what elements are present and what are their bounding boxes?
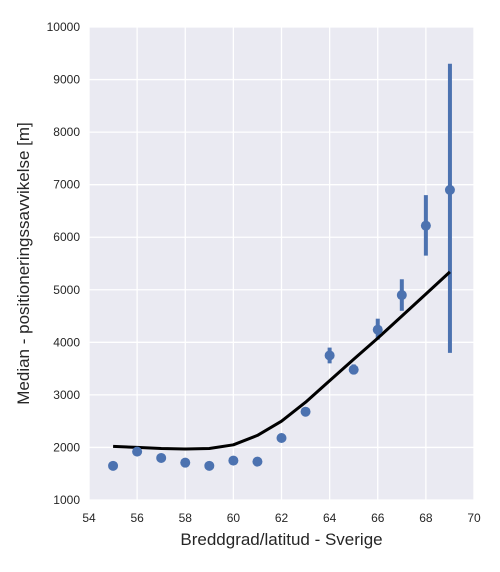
y-tick-label: 6000 — [53, 230, 80, 244]
x-tick-label: 64 — [323, 511, 337, 525]
data-point — [252, 456, 263, 467]
y-tick-label: 2000 — [53, 440, 80, 454]
fit-line — [113, 270, 451, 451]
y-tick-label: 9000 — [53, 73, 80, 87]
data-point — [300, 406, 311, 417]
data-point — [204, 460, 215, 471]
y-tick-label: 3000 — [53, 388, 80, 402]
tick-labels: 54 56 58 60 62 64 66 68 70 1000 2000 3000 4000 5000 60… — [47, 20, 481, 525]
y-tick-label: 4000 — [53, 335, 80, 349]
x-tick-label: 56 — [130, 511, 144, 525]
data-point — [276, 432, 287, 443]
x-axis-label: Breddgrad/latitud - Sverige — [180, 530, 382, 549]
x-tick-label: 62 — [275, 511, 289, 525]
data-point — [156, 452, 167, 463]
data-point — [372, 324, 383, 335]
x-tick-label: 58 — [179, 511, 193, 525]
y-tick-label: 1000 — [53, 493, 80, 507]
data-marks — [108, 63, 455, 471]
data-point — [180, 457, 191, 468]
y-tick-label: 8000 — [53, 125, 80, 139]
data-point — [420, 220, 431, 231]
data-point — [444, 184, 455, 195]
data-point — [132, 446, 143, 457]
y-tick-label: 5000 — [53, 283, 80, 297]
x-tick-label: 68 — [419, 511, 433, 525]
x-tick-label: 66 — [371, 511, 385, 525]
grid-lines — [88, 26, 475, 501]
x-tick-label: 54 — [82, 511, 96, 525]
y-axis-label: Median - positioneringssavvikelse [m] — [14, 122, 33, 405]
data-point — [108, 460, 119, 471]
data-point — [396, 290, 407, 301]
x-tick-label: 60 — [227, 511, 241, 525]
data-point — [324, 350, 335, 361]
y-tick-label: 10000 — [47, 20, 81, 34]
data-point — [348, 364, 359, 375]
data-point — [228, 455, 239, 466]
y-tick-label: 7000 — [53, 178, 80, 192]
x-tick-label: 70 — [467, 511, 481, 525]
